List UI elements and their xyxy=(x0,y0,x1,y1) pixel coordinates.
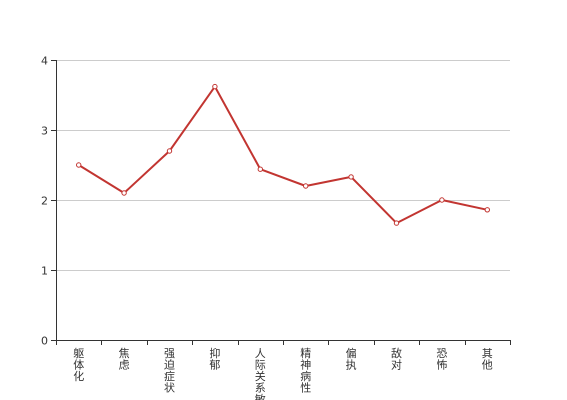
data-point[interactable] xyxy=(348,174,354,180)
x-tick-label: 人际关系敏感 xyxy=(255,347,266,400)
data-point[interactable] xyxy=(393,220,400,226)
series-group xyxy=(76,83,490,226)
y-tick-label: 1 xyxy=(41,265,48,278)
data-point[interactable] xyxy=(484,207,490,213)
x-tick-label: 强迫症状 xyxy=(164,347,175,395)
data-point[interactable] xyxy=(257,166,263,172)
x-axis: 躯体化 焦虑 强迫症状 抑郁 人际关系敏感 精神病性 偏执 敌对 恐怖 其他 xyxy=(56,340,511,400)
data-point[interactable] xyxy=(76,162,82,168)
x-tick-label: 敌对 xyxy=(391,346,402,372)
y-tick-label: 2 xyxy=(41,195,48,208)
x-tick-label: 躯体化 xyxy=(73,347,84,383)
data-point[interactable] xyxy=(303,183,309,189)
x-tick-label: 其他 xyxy=(482,347,493,372)
x-tick-label: 恐怖 xyxy=(436,347,447,372)
series-line xyxy=(78,85,488,225)
data-point[interactable] xyxy=(121,190,127,196)
x-tick-label: 精神病性 xyxy=(300,347,311,395)
y-tick-label: 0 xyxy=(41,335,48,348)
x-tick-label: 偏执 xyxy=(346,346,357,372)
x-tick-label: 焦虑 xyxy=(119,347,130,372)
x-tick-label: 抑郁 xyxy=(209,346,220,372)
data-point[interactable] xyxy=(166,148,173,154)
data-point[interactable] xyxy=(439,197,445,203)
grid-lines xyxy=(56,60,510,271)
data-point[interactable] xyxy=(212,83,218,90)
y-tick-label: 4 xyxy=(41,55,48,68)
y-axis: 0 1 2 3 4 xyxy=(41,55,57,348)
y-tick-label: 3 xyxy=(41,125,48,138)
